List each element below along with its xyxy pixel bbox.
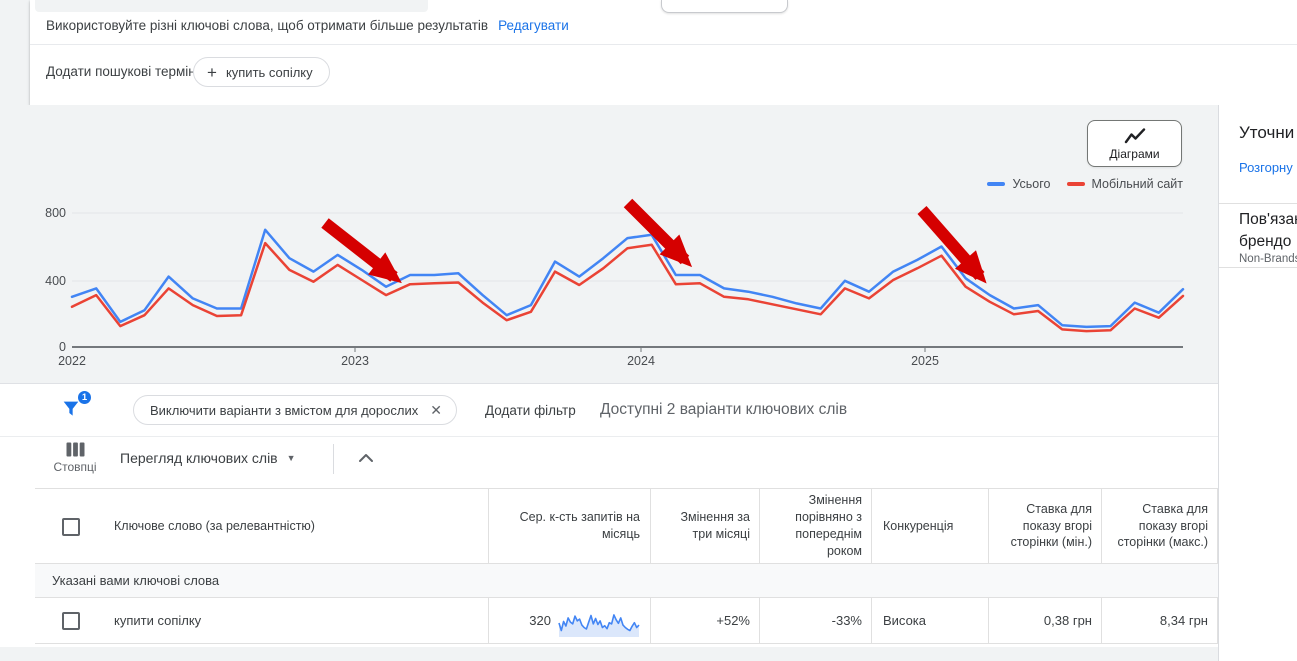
header-bid-max[interactable]: Ставка для показу вгорі сторінки (макс.) [1117, 501, 1208, 550]
svg-text:2025: 2025 [911, 354, 939, 368]
keyword-table-row[interactable]: купити сопілку 320 +52% -33% Висока 0,38… [35, 598, 1218, 644]
legend-dash-red [1066, 182, 1085, 186]
divider [1219, 203, 1297, 204]
svg-text:2024: 2024 [627, 354, 655, 368]
brand-filter-label-line2: брендо [1239, 233, 1292, 250]
trend-chart-section: 800 400 0 2022 2023 2024 2025 Діаграми Усього … [0, 105, 1218, 383]
diagrams-button-label: Діаграми [1109, 146, 1160, 161]
line-chart-icon [1124, 127, 1145, 143]
divider [1219, 267, 1297, 268]
divider [0, 436, 1218, 437]
chevron-up-icon [359, 454, 373, 462]
divider [333, 444, 334, 474]
legend-item-mobile[interactable]: Мобільний сайт [1066, 177, 1183, 191]
header-bid-min[interactable]: Ставка для показу вгорі сторінки (мін.) [1010, 501, 1092, 550]
chevron-down-icon: ▼ [286, 453, 296, 463]
panel-title: Уточни [1239, 123, 1295, 142]
columns-button[interactable]: Стовпці [46, 442, 104, 474]
table-header-row: Ключове слово (за релевантністю) Сер. к-… [35, 488, 1218, 564]
refine-keywords-panel: Уточни Розгорну Пов'язан брендо Non-Bran… [1218, 105, 1297, 661]
keyword-view-dropdown[interactable]: Перегляд ключових слів ▼ [120, 450, 296, 466]
search-term-chip[interactable]: + купить сопілку [193, 57, 330, 87]
results-section: 1 Виключити варіанти з вмістом для дорос… [0, 383, 1218, 647]
columns-label: Стовпці [53, 460, 97, 474]
divider [30, 44, 1297, 45]
svg-text:2023: 2023 [341, 354, 369, 368]
get-results-button[interactable] [661, 0, 788, 13]
header-yoy-change[interactable]: Змінення порівняно з попереднім роком [795, 493, 862, 558]
filter-funnel-icon [63, 401, 79, 416]
cell-yoy-change: -33% [831, 613, 862, 628]
hint-text: Використовуйте різні ключові слова, щоб … [46, 18, 489, 33]
svg-text:0: 0 [59, 340, 66, 354]
svg-text:2022: 2022 [58, 354, 86, 368]
cell-bid-min: 0,38 грн [1043, 613, 1092, 628]
svg-text:400: 400 [45, 274, 66, 288]
cell-competition: Висока [883, 613, 927, 628]
search-volume-sparkline [558, 613, 640, 637]
plus-icon: + [207, 62, 217, 82]
header-keyword[interactable]: Ключове слово (за релевантністю) [114, 518, 315, 533]
red-arrow-annotations [321, 198, 987, 284]
section-label: Указані вами ключові слова [52, 573, 220, 588]
header-avg-searches[interactable]: Сер. к-сть запитів на місяць [519, 510, 640, 541]
collapse-chart-button[interactable] [358, 450, 380, 468]
header-competition[interactable]: Конкуренція [883, 518, 954, 533]
cell-avg-searches: 320 [498, 598, 640, 643]
svg-text:800: 800 [45, 206, 66, 220]
remove-filter-icon[interactable]: ✕ [430, 402, 442, 418]
header-three-month-change[interactable]: Змінення за три місяці [680, 510, 750, 541]
cell-bid-max: 8,34 грн [1159, 613, 1208, 628]
term-chip-label: купить сопілку [225, 64, 313, 80]
filter-count-badge: 1 [77, 390, 92, 405]
row-checkbox[interactable] [62, 612, 80, 630]
select-all-checkbox[interactable] [62, 518, 80, 536]
cell-keyword: купити сопілку [114, 613, 202, 628]
chart-legend: Усього Мобільний сайт [987, 177, 1183, 191]
filter-button[interactable]: 1 [58, 390, 92, 424]
legend-item-total[interactable]: Усього [987, 177, 1051, 191]
expand-all-link[interactable]: Розгорну [1239, 160, 1293, 175]
filter-chip-label: Виключити варіанти з вмістом для доросли… [150, 402, 419, 418]
brand-filter-label-line1[interactable]: Пов'язан [1239, 211, 1297, 228]
edit-link[interactable]: Редагувати [498, 18, 569, 33]
add-terms-label: Додати пошукові терміни: [46, 64, 208, 79]
legend-dash-blue [987, 182, 1006, 186]
diagrams-button[interactable]: Діаграми [1087, 120, 1182, 167]
search-terms-input[interactable] [35, 0, 428, 12]
table-section-row: Указані вами ключові слова [35, 564, 1218, 598]
active-filter-chip[interactable]: Виключити варіанти з вмістом для доросли… [133, 395, 457, 425]
available-keywords-count: Доступні 2 варіанти ключових слів [600, 401, 848, 418]
brand-filter-sublabel: Non-Brands [1239, 253, 1297, 265]
cell-three-month-change: +52% [716, 613, 750, 628]
top-card: Використовуйте різні ключові слова, щоб … [30, 0, 1297, 105]
add-filter-button[interactable]: Додати фільтр [485, 403, 576, 418]
columns-icon [66, 442, 84, 457]
